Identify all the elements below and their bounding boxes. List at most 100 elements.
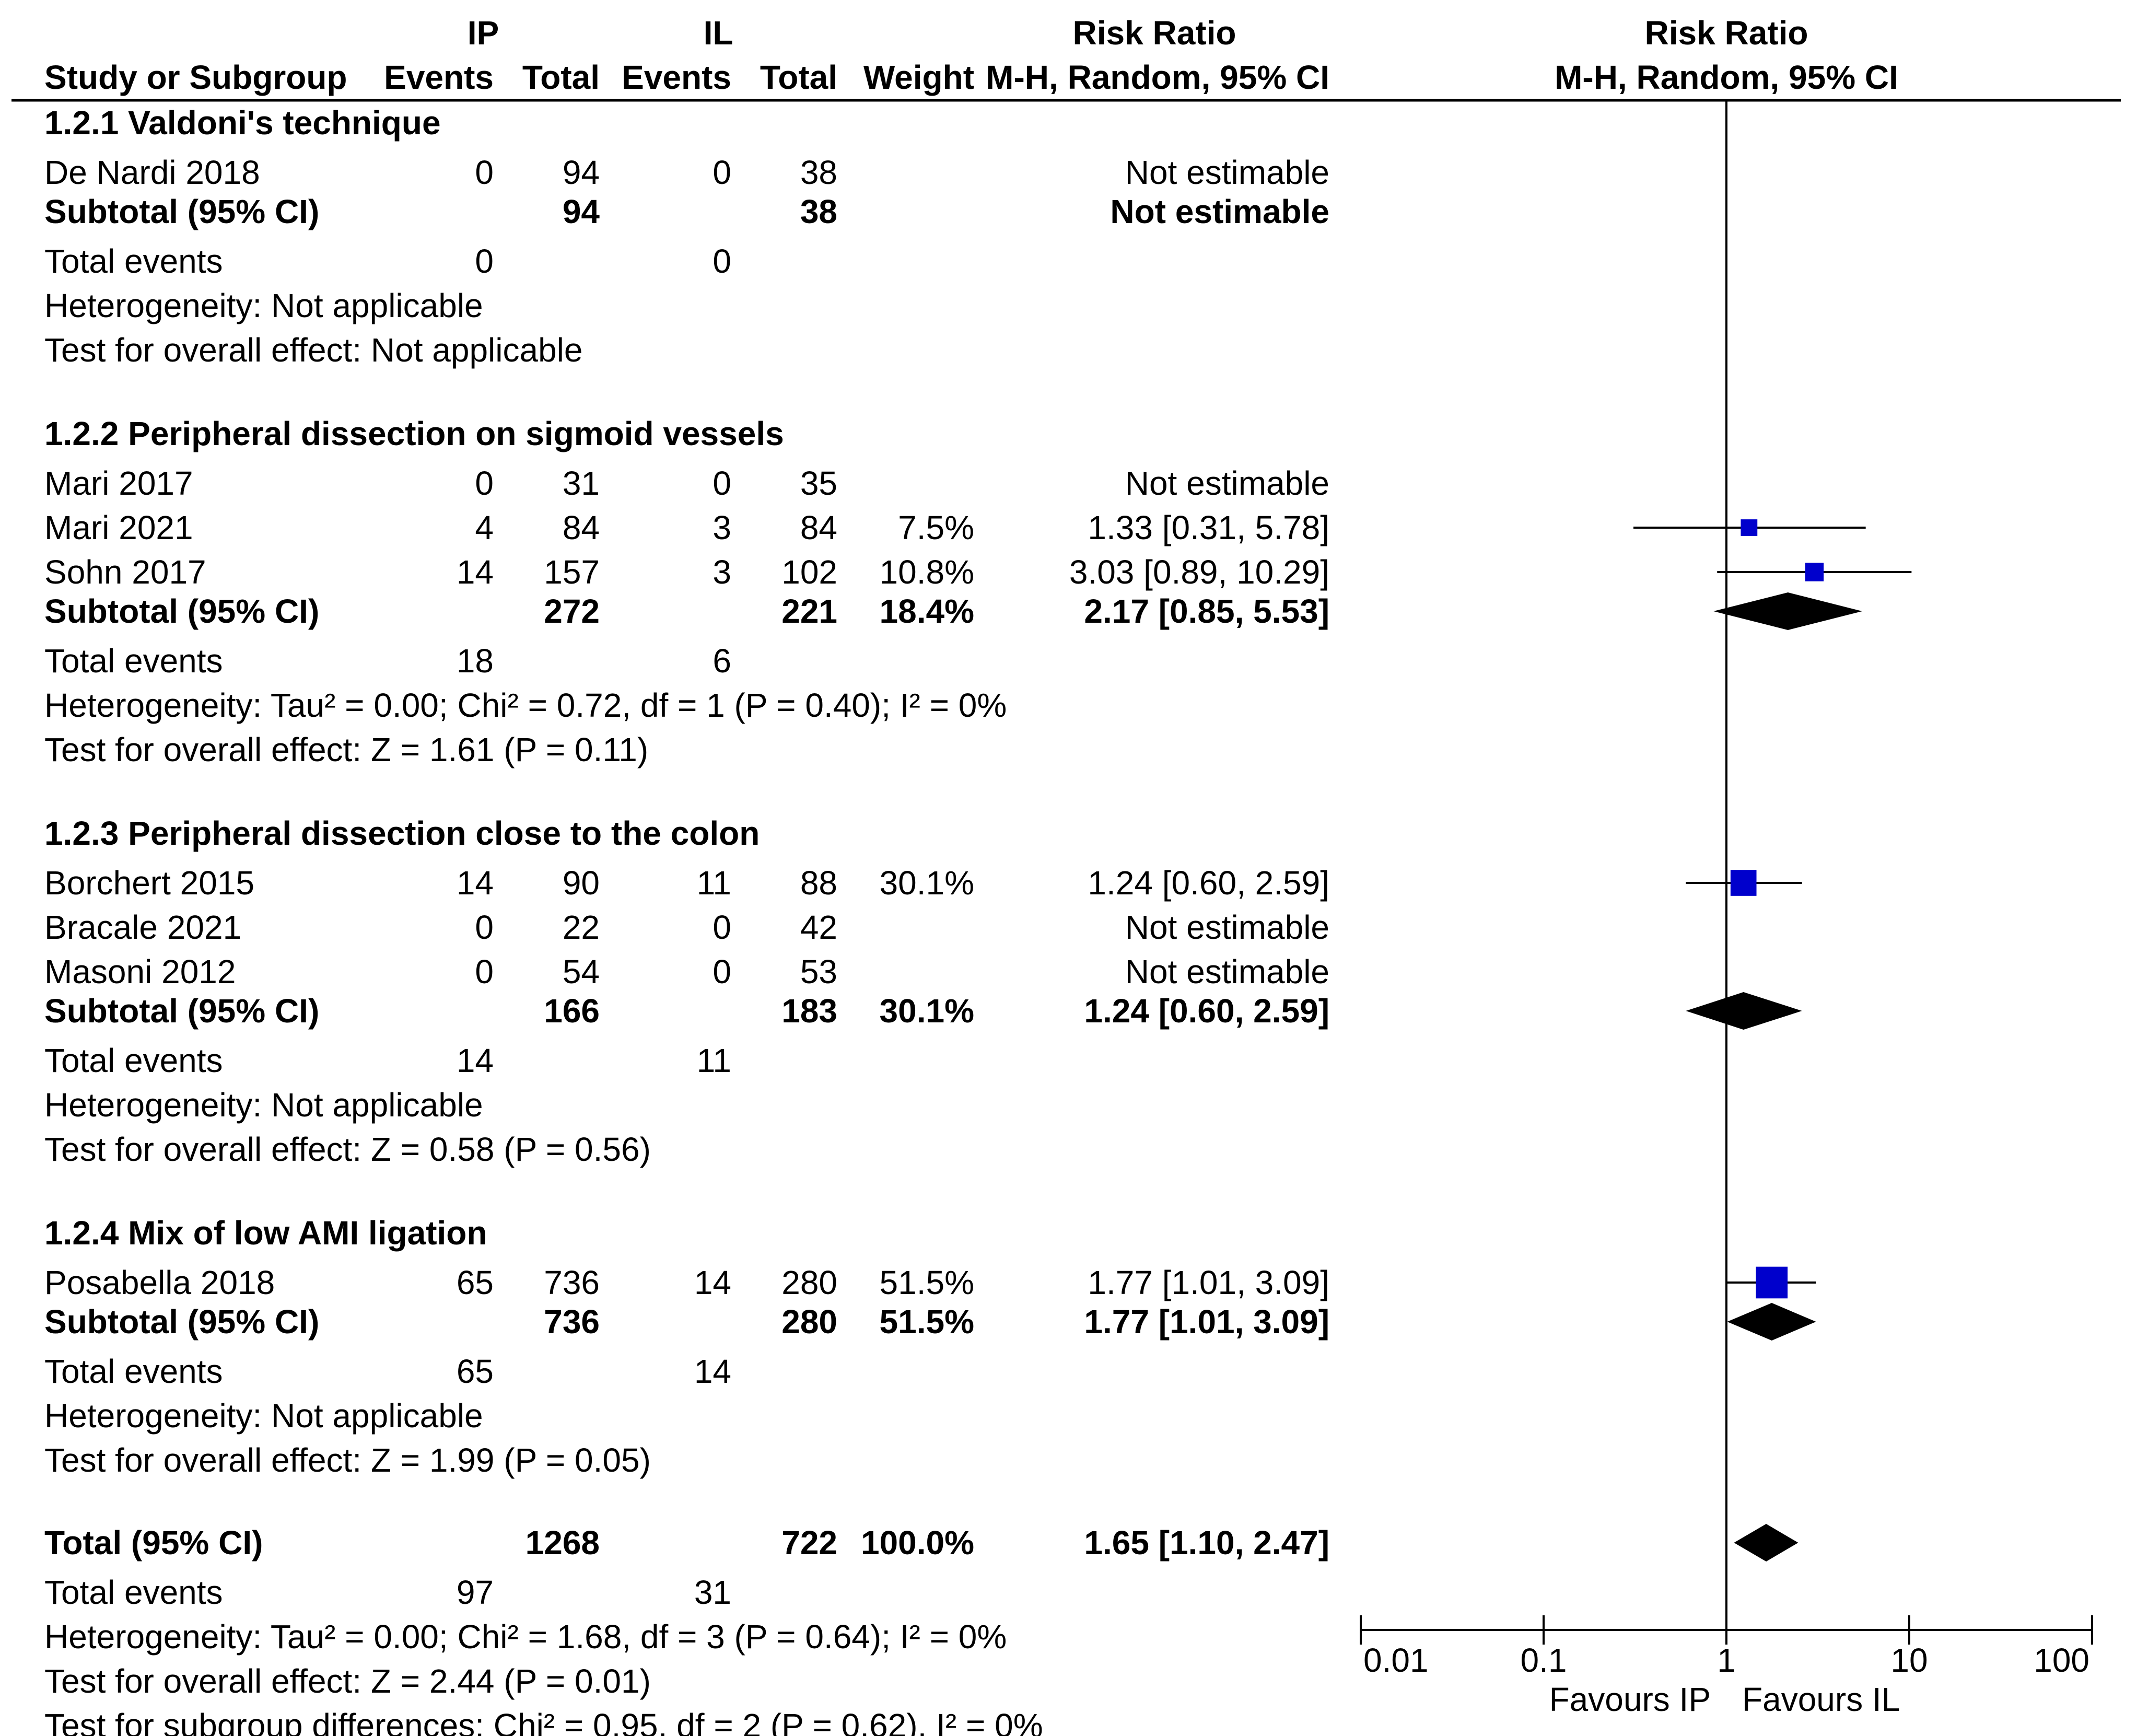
weight: 30.1% bbox=[880, 992, 974, 1030]
subtotal-diamond bbox=[1727, 1303, 1816, 1341]
risk-ratio-ci: 2.17 [0.85, 5.53] bbox=[1084, 592, 1329, 630]
total-events-label: Total events bbox=[44, 1574, 223, 1611]
risk-ratio-ci: 1.24 [0.60, 2.59] bbox=[1084, 992, 1329, 1030]
study-name: Borchert 2015 bbox=[44, 864, 254, 902]
overall-effect-text: Test for overall effect: Not applicable bbox=[44, 331, 582, 369]
study-name: Sohn 2017 bbox=[44, 553, 206, 591]
weight: 51.5% bbox=[880, 1264, 974, 1301]
il-total-events: 14 bbox=[694, 1353, 731, 1390]
header-study: Study or Subgroup bbox=[44, 59, 347, 96]
total-events-label: Total events bbox=[44, 242, 223, 280]
subtotal-label: Subtotal (95% CI) bbox=[44, 1303, 319, 1341]
ip-events: 14 bbox=[457, 864, 494, 902]
ip-events: 14 bbox=[457, 553, 494, 591]
study-name: Mari 2017 bbox=[44, 464, 193, 502]
il-total-events: 6 bbox=[713, 642, 731, 680]
weight: 30.1% bbox=[880, 864, 974, 902]
il-events: 0 bbox=[713, 953, 731, 991]
subtotal-label: Subtotal (95% CI) bbox=[44, 992, 319, 1030]
x-tick-label: 0.1 bbox=[1521, 1641, 1567, 1679]
header-il-events: Events bbox=[622, 59, 731, 96]
study-name: Mari 2021 bbox=[44, 509, 193, 546]
ip-events: 0 bbox=[475, 464, 494, 502]
il-events: 3 bbox=[713, 553, 731, 591]
study-name: Bracale 2021 bbox=[44, 908, 241, 946]
header-risk-ratio: Risk Ratio bbox=[1073, 14, 1236, 52]
ip-total: 54 bbox=[563, 953, 600, 991]
ip-total: 90 bbox=[563, 864, 600, 902]
risk-ratio-ci: Not estimable bbox=[1125, 908, 1329, 946]
heterogeneity-text: Heterogeneity: Tau² = 0.00; Chi² = 0.72,… bbox=[44, 686, 1007, 724]
ip-total: 22 bbox=[563, 908, 600, 946]
heterogeneity-text: Heterogeneity: Not applicable bbox=[44, 1086, 483, 1124]
ip-events: 0 bbox=[475, 154, 494, 191]
header-ip-events: Events bbox=[384, 59, 494, 96]
subgroup-title: 1.2.1 Valdoni's technique bbox=[44, 104, 441, 142]
ip-total: 157 bbox=[544, 553, 600, 591]
ip-total: 736 bbox=[544, 1264, 600, 1301]
il-total: 722 bbox=[781, 1524, 837, 1562]
favours-left-label: Favours IP bbox=[1549, 1681, 1711, 1718]
study-name: De Nardi 2018 bbox=[44, 154, 260, 191]
total-label: Total (95% CI) bbox=[44, 1524, 263, 1562]
il-total: 38 bbox=[800, 154, 837, 191]
il-total: 84 bbox=[800, 509, 837, 546]
x-tick-label: 1 bbox=[1717, 1641, 1736, 1679]
heterogeneity-text: Heterogeneity: Not applicable bbox=[44, 1397, 483, 1435]
risk-ratio-ci: 3.03 [0.89, 10.29] bbox=[1069, 553, 1329, 591]
il-total-events: 11 bbox=[697, 1042, 731, 1079]
weight: 10.8% bbox=[880, 553, 974, 591]
subtotal-diamond bbox=[1713, 592, 1862, 630]
risk-ratio-ci: 1.24 [0.60, 2.59] bbox=[1088, 864, 1329, 902]
ip-events: 4 bbox=[475, 509, 494, 546]
header-method: M-H, Random, 95% CI bbox=[986, 59, 1329, 96]
ip-total: 84 bbox=[563, 509, 600, 546]
ip-total: 94 bbox=[563, 154, 600, 191]
risk-ratio-ci: Not estimable bbox=[1125, 154, 1329, 191]
weight: 18.4% bbox=[880, 592, 974, 630]
study-marker bbox=[1805, 563, 1824, 581]
il-total: 183 bbox=[781, 992, 837, 1030]
overall-effect-text: Test for overall effect: Z = 0.58 (P = 0… bbox=[44, 1131, 651, 1168]
il-events: 0 bbox=[713, 464, 731, 502]
total-events-label: Total events bbox=[44, 1042, 223, 1079]
study-marker bbox=[1756, 1266, 1788, 1299]
ip-total: 272 bbox=[544, 592, 600, 630]
favours-right-label: Favours IL bbox=[1742, 1681, 1900, 1718]
weight: 51.5% bbox=[880, 1303, 974, 1341]
il-total: 88 bbox=[800, 864, 837, 902]
il-events: 3 bbox=[713, 509, 731, 546]
header-weight: Weight bbox=[863, 59, 974, 96]
header-il-total: Total bbox=[760, 59, 837, 96]
il-total: 38 bbox=[800, 193, 837, 230]
subgroup-title: 1.2.4 Mix of low AMI ligation bbox=[44, 1214, 487, 1252]
il-events: 0 bbox=[713, 908, 731, 946]
ip-total-events: 0 bbox=[475, 242, 494, 280]
subgroup-title: 1.2.2 Peripheral dissection on sigmoid v… bbox=[44, 415, 784, 452]
il-total-events: 0 bbox=[713, 242, 731, 280]
total-events-label: Total events bbox=[44, 642, 223, 680]
il-events: 14 bbox=[694, 1264, 731, 1301]
study-name: Posabella 2018 bbox=[44, 1264, 275, 1301]
risk-ratio-ci: Not estimable bbox=[1110, 193, 1329, 230]
subtotal-label: Subtotal (95% CI) bbox=[44, 592, 319, 630]
risk-ratio-ci: Not estimable bbox=[1125, 464, 1329, 502]
subtotal-diamond bbox=[1686, 992, 1802, 1030]
subtotal-label: Subtotal (95% CI) bbox=[44, 193, 319, 230]
risk-ratio-ci: Not estimable bbox=[1125, 953, 1329, 991]
heterogeneity-text: Heterogeneity: Not applicable bbox=[44, 287, 483, 324]
weight: 7.5% bbox=[898, 509, 974, 546]
overall-effect-text: Test for overall effect: Z = 1.99 (P = 0… bbox=[44, 1441, 651, 1479]
il-total: 42 bbox=[800, 908, 837, 946]
il-total: 280 bbox=[781, 1264, 837, 1301]
subgroup-title: 1.2.3 Peripheral dissection close to the… bbox=[44, 814, 760, 852]
overall-effect-text: Test for overall effect: Z = 2.44 (P = 0… bbox=[44, 1662, 651, 1700]
ip-events: 65 bbox=[457, 1264, 494, 1301]
weight: 100.0% bbox=[861, 1524, 974, 1562]
header-ip-total: Total bbox=[522, 59, 600, 96]
subgroup-differences-text: Test for subgroup differences: Chi² = 0.… bbox=[44, 1707, 1043, 1736]
ip-total: 166 bbox=[544, 992, 600, 1030]
x-tick-label: 100 bbox=[2034, 1641, 2089, 1679]
ip-total: 736 bbox=[544, 1303, 600, 1341]
ip-total: 94 bbox=[563, 193, 600, 230]
